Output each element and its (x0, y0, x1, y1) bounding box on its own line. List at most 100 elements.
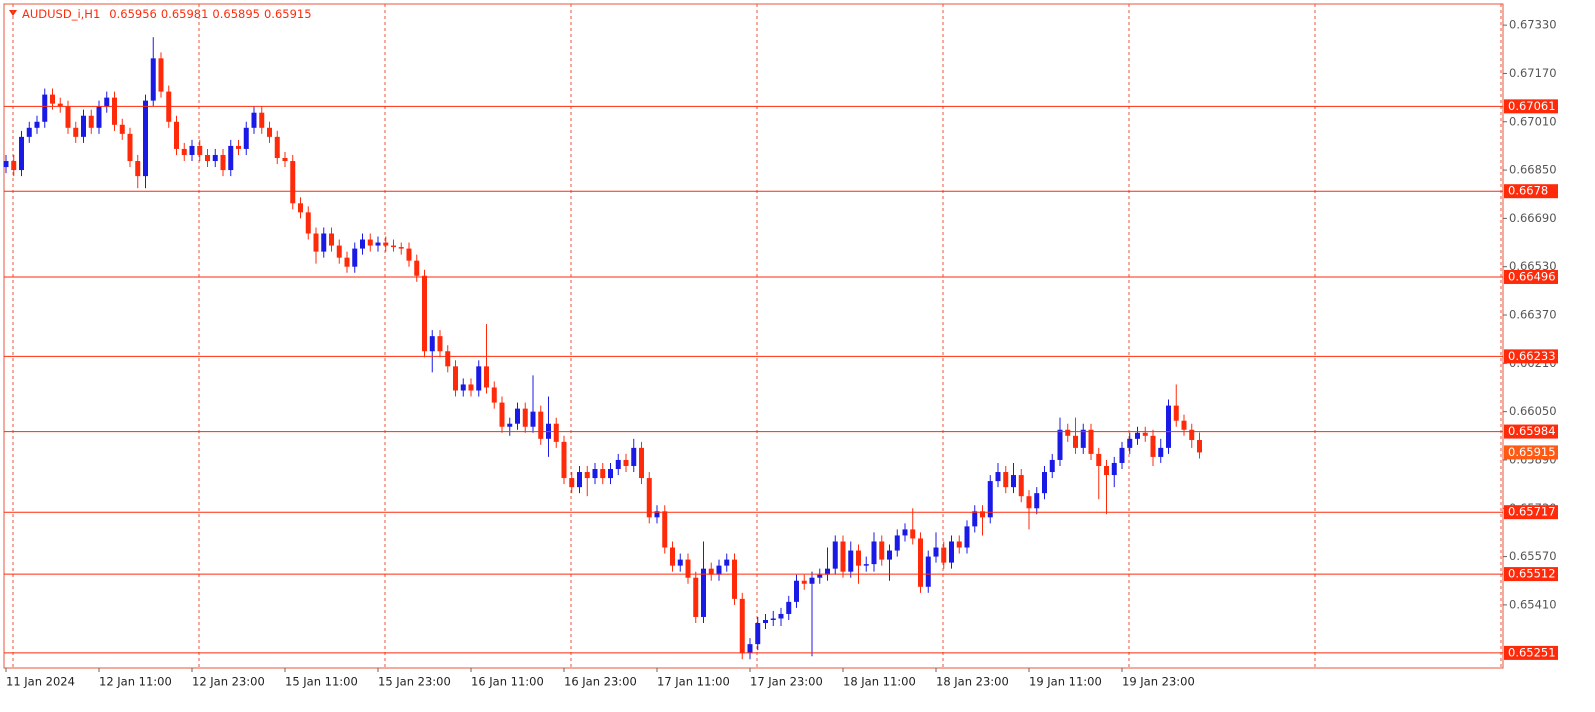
candle (1197, 432, 1202, 459)
candle-body (1111, 462, 1117, 476)
candle-body (553, 423, 559, 442)
candle (755, 616, 761, 651)
candle (747, 638, 753, 660)
candle-body (918, 538, 923, 587)
candle-body (871, 541, 877, 565)
candle (298, 197, 303, 219)
candle-body (267, 127, 272, 137)
candle (329, 227, 334, 252)
candle (770, 610, 776, 627)
candle-body (274, 136, 280, 158)
candle (360, 233, 365, 255)
candle (1135, 426, 1140, 445)
candle-body (88, 115, 94, 128)
x-tick-label: 19 Jan 23:00 (1122, 675, 1195, 689)
candle (980, 505, 985, 536)
candle (615, 453, 621, 476)
candle-body (1057, 429, 1063, 460)
x-tick-label: 17 Jan 11:00 (657, 675, 730, 689)
candle (623, 453, 629, 473)
level-label: 0.6678 (1508, 184, 1548, 198)
candle (212, 148, 218, 168)
candle-body (243, 127, 249, 149)
header-value: 0.65895 (212, 7, 260, 21)
candle-body (143, 100, 148, 177)
candle-body (770, 618, 776, 620)
y-tick-label: 0.66370 (1509, 308, 1557, 322)
candle-body (825, 568, 830, 575)
candle (918, 532, 923, 593)
candle (631, 438, 637, 473)
candle (654, 505, 660, 524)
chart-title: AUDUSD_i,H1 (22, 7, 100, 21)
candle-body (716, 565, 722, 575)
candle (569, 472, 575, 494)
candle-body (313, 233, 319, 252)
x-tick-label: 19 Jan 11:00 (1029, 675, 1102, 689)
candle (925, 550, 931, 593)
candle (1003, 465, 1009, 494)
candle-body (670, 547, 675, 566)
candle-body (383, 242, 389, 246)
candle (1119, 441, 1125, 470)
candle-body (1173, 405, 1179, 421)
candle (1049, 453, 1055, 479)
candle (592, 462, 598, 485)
candle (507, 417, 513, 436)
candle (1080, 423, 1086, 454)
candle-body (352, 248, 358, 267)
chart-header: AUDUSD_i,H1 0.65956 0.65981 0.65895 0.65915 (22, 7, 312, 21)
candle-body (600, 469, 606, 479)
candle (274, 130, 280, 165)
candle-body (104, 97, 110, 107)
candle-body (879, 541, 885, 560)
candle-body (623, 459, 629, 466)
candle-body (65, 106, 71, 128)
candle-body (1150, 435, 1156, 457)
candle (902, 523, 908, 542)
candle (26, 121, 32, 143)
candle-body (515, 408, 520, 424)
candle-body (615, 459, 621, 470)
y-tick-label: 0.66850 (1509, 163, 1557, 177)
candle (1057, 417, 1063, 466)
level-label-box (1504, 645, 1558, 660)
candle (491, 381, 497, 409)
level-label: 0.66233 (1508, 349, 1556, 363)
candle (391, 239, 396, 252)
candle (112, 91, 117, 131)
candle-body (863, 564, 869, 566)
candle (453, 360, 458, 397)
candle (1150, 429, 1156, 466)
candle-body (817, 574, 823, 578)
candle (3, 154, 9, 174)
candle-body (3, 161, 9, 168)
candle-body (398, 247, 404, 249)
candle-body (949, 541, 954, 563)
candle (42, 88, 48, 128)
candle (305, 206, 311, 240)
candle-body (1166, 405, 1171, 448)
candle-body (1073, 435, 1078, 448)
level-label-box (1504, 99, 1558, 114)
candle-body (445, 351, 451, 367)
candle-body (174, 121, 179, 149)
candle-body (1049, 459, 1055, 473)
candle (352, 242, 358, 273)
x-tick-label: 17 Jan 23:00 (750, 675, 823, 689)
x-tick-label: 12 Jan 23:00 (192, 675, 265, 689)
candle (933, 532, 939, 563)
candle-body (685, 559, 691, 578)
candle (964, 520, 970, 554)
candle-body (391, 245, 396, 248)
candle-body (212, 154, 218, 162)
candle (73, 121, 79, 143)
candle (1011, 462, 1016, 494)
candle (344, 251, 350, 273)
candle (894, 529, 900, 557)
candle (608, 462, 613, 485)
candle (677, 553, 683, 572)
candle (887, 544, 892, 581)
candle-body (305, 212, 311, 234)
